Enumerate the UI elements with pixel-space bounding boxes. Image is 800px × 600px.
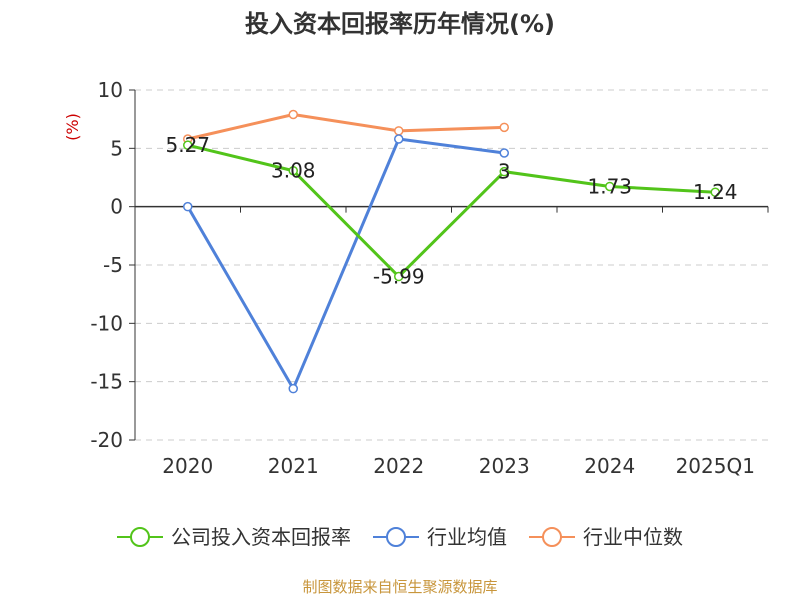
legend-item-2: 行业中位数 [529,525,683,549]
legend-item-0: 公司投入资本回报率 [117,525,351,549]
legend-item-1: 行业均值 [373,525,507,549]
series-point-2 [394,126,404,136]
y-tick-label: 5 [110,136,123,160]
series-lines [183,109,720,394]
data-label: -5.99 [373,265,425,289]
series-point-1 [499,148,509,158]
series-point-0 [499,166,509,177]
data-label: 1.24 [693,180,738,204]
series-point-0 [183,140,193,150]
legend-label: 行业中位数 [583,525,683,549]
legend-marker [542,527,562,547]
grid-lines [135,89,768,441]
y-tick-label: 0 [110,195,123,219]
series-point-0 [605,181,615,192]
series-line-1 [186,137,506,391]
series-point-1 [288,383,298,394]
source-note: 制图数据来自恒生聚源数据库 [302,578,497,596]
x-tick-label: 2025Q1 [676,454,755,478]
data-label: 3.08 [271,159,316,183]
chart-title: 投入资本回报率历年情况(%) [245,10,555,38]
series-point-0 [394,271,404,282]
axes: 10 5 0 -5 -10 -15 -20 2020 2021 2022 2023 2024 2025Q… [90,78,769,478]
x-tick-label: 2023 [479,454,530,478]
series-line-0 [186,143,717,279]
legend-marker [386,527,406,547]
x-tick-label: 2021 [268,454,319,478]
series-point-0 [288,165,298,176]
data-label: 5.27 [165,133,210,157]
y-tick-label: -5 [103,253,123,277]
legend-label: 行业均值 [427,525,507,549]
y-axis-unit-label: (%) [63,113,82,141]
y-tick-label: -10 [90,311,123,335]
series-line-2 [186,113,506,141]
x-tick-label: 2024 [584,454,635,478]
data-label: 1.73 [587,174,632,198]
legend-marker [130,527,150,547]
y-tick-label: -15 [90,370,123,394]
legend-label: 公司投入资本回报率 [171,525,351,549]
series-point-0 [710,187,720,197]
x-tick-label: 2020 [162,454,213,478]
series-point-1 [394,134,404,144]
series-point-1 [183,201,193,212]
series-point-2 [288,109,298,120]
y-tick-label: 10 [98,78,123,102]
data-label: 3 [498,160,511,184]
y-tick-label: -20 [90,428,123,452]
legend: 公司投入资本回报率 行业均值 行业中位数 [117,525,683,549]
x-tick-label: 2022 [373,454,424,478]
data-labels: 5.27 3.08 -5.99 3 1.73 1.24 [165,133,737,288]
series-point-2 [499,122,509,133]
